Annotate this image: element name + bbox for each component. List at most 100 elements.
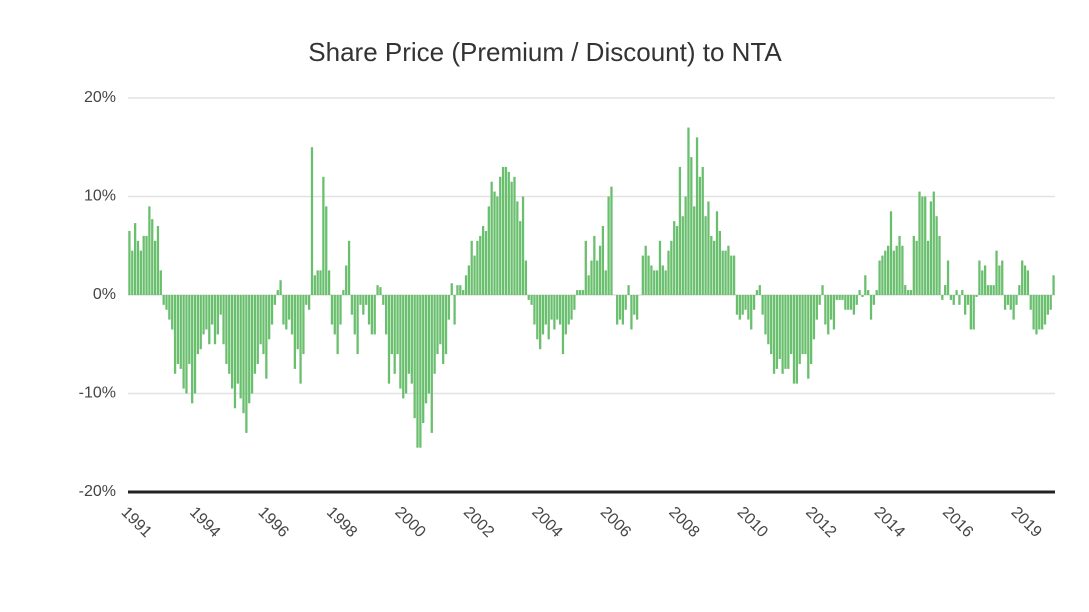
- bar: [288, 295, 291, 320]
- bar: [1018, 285, 1021, 295]
- bar: [892, 250, 895, 295]
- bar: [715, 211, 719, 295]
- x-tick-label: 1998: [323, 504, 360, 541]
- bar: [362, 295, 365, 315]
- bar: [633, 295, 636, 315]
- bar: [479, 235, 482, 295]
- bar: [653, 270, 656, 295]
- y-tick-label: -10%: [79, 385, 116, 402]
- x-tick-label: 2008: [665, 504, 702, 541]
- y-tick-label: 0%: [93, 286, 116, 303]
- bar: [550, 295, 553, 320]
- bar: [778, 295, 781, 360]
- bar: [191, 295, 194, 404]
- bar: [416, 295, 419, 448]
- bar: [302, 295, 305, 355]
- bar: [396, 295, 399, 355]
- bar: [239, 295, 242, 399]
- bar: [256, 295, 259, 364]
- bar: [772, 295, 776, 374]
- bar: [390, 295, 393, 355]
- bar: [1046, 295, 1050, 315]
- bar: [770, 295, 773, 355]
- x-tick-label: 2019: [1008, 504, 1045, 541]
- bar: [944, 285, 947, 295]
- bar: [148, 206, 151, 295]
- x-tick-label: 2012: [802, 504, 839, 541]
- bar: [504, 166, 508, 295]
- bar: [747, 295, 750, 320]
- bar: [1038, 295, 1041, 330]
- bar: [499, 176, 502, 295]
- bar: [701, 166, 704, 295]
- bar: [966, 295, 970, 305]
- x-tick-label: 2004: [528, 504, 565, 541]
- bar: [838, 295, 841, 300]
- bar: [815, 295, 818, 320]
- bar: [133, 223, 137, 295]
- bar: [182, 295, 185, 389]
- bar: [171, 295, 174, 330]
- bar: [450, 283, 453, 295]
- bar: [168, 295, 171, 320]
- bar: [179, 295, 182, 369]
- bar: [755, 290, 759, 295]
- bar: [1026, 270, 1030, 295]
- bar: [872, 295, 876, 305]
- bar: [1052, 275, 1055, 295]
- bar: [427, 295, 431, 394]
- bar: [462, 290, 465, 295]
- bar: [342, 290, 345, 295]
- bar: [373, 295, 376, 335]
- bar: [1006, 295, 1010, 305]
- bar: [467, 265, 470, 295]
- bar: [741, 295, 744, 315]
- bar: [436, 295, 439, 355]
- bar: [1012, 295, 1015, 320]
- bar: [265, 295, 268, 379]
- bar: [658, 240, 662, 295]
- bar: [404, 295, 408, 394]
- bar: [964, 295, 967, 315]
- bar: [325, 206, 328, 295]
- bar: [584, 240, 587, 295]
- bar: [901, 245, 904, 295]
- x-tick-label: 1991: [118, 504, 155, 541]
- bar: [173, 295, 177, 374]
- bar: [1032, 295, 1035, 330]
- bar: [849, 295, 853, 310]
- bar: [852, 295, 856, 315]
- bar: [1023, 265, 1027, 295]
- bar: [131, 250, 134, 295]
- bar: [593, 235, 596, 295]
- bar: [978, 260, 981, 295]
- bar: [750, 295, 753, 330]
- bar: [307, 295, 311, 310]
- bar: [670, 240, 673, 295]
- bar: [809, 295, 813, 364]
- bar: [290, 295, 294, 335]
- bar: [732, 255, 736, 295]
- bar: [259, 295, 262, 345]
- bar: [841, 295, 844, 300]
- bar: [262, 295, 265, 355]
- bar: [199, 295, 202, 350]
- bar: [889, 211, 893, 295]
- bar: [573, 295, 576, 310]
- bar: [693, 206, 696, 295]
- bar: [333, 295, 336, 335]
- bar: [293, 295, 297, 369]
- bar: [353, 295, 356, 335]
- bar: [319, 270, 322, 295]
- bar: [690, 157, 693, 295]
- bar: [433, 295, 436, 374]
- bar: [384, 295, 388, 335]
- bar: [544, 295, 548, 325]
- bar: [761, 295, 764, 315]
- bar: [781, 295, 784, 374]
- bar: [347, 240, 351, 295]
- bar: [804, 295, 807, 355]
- bar: [664, 270, 667, 295]
- bar: [898, 235, 901, 295]
- bar: [253, 295, 257, 374]
